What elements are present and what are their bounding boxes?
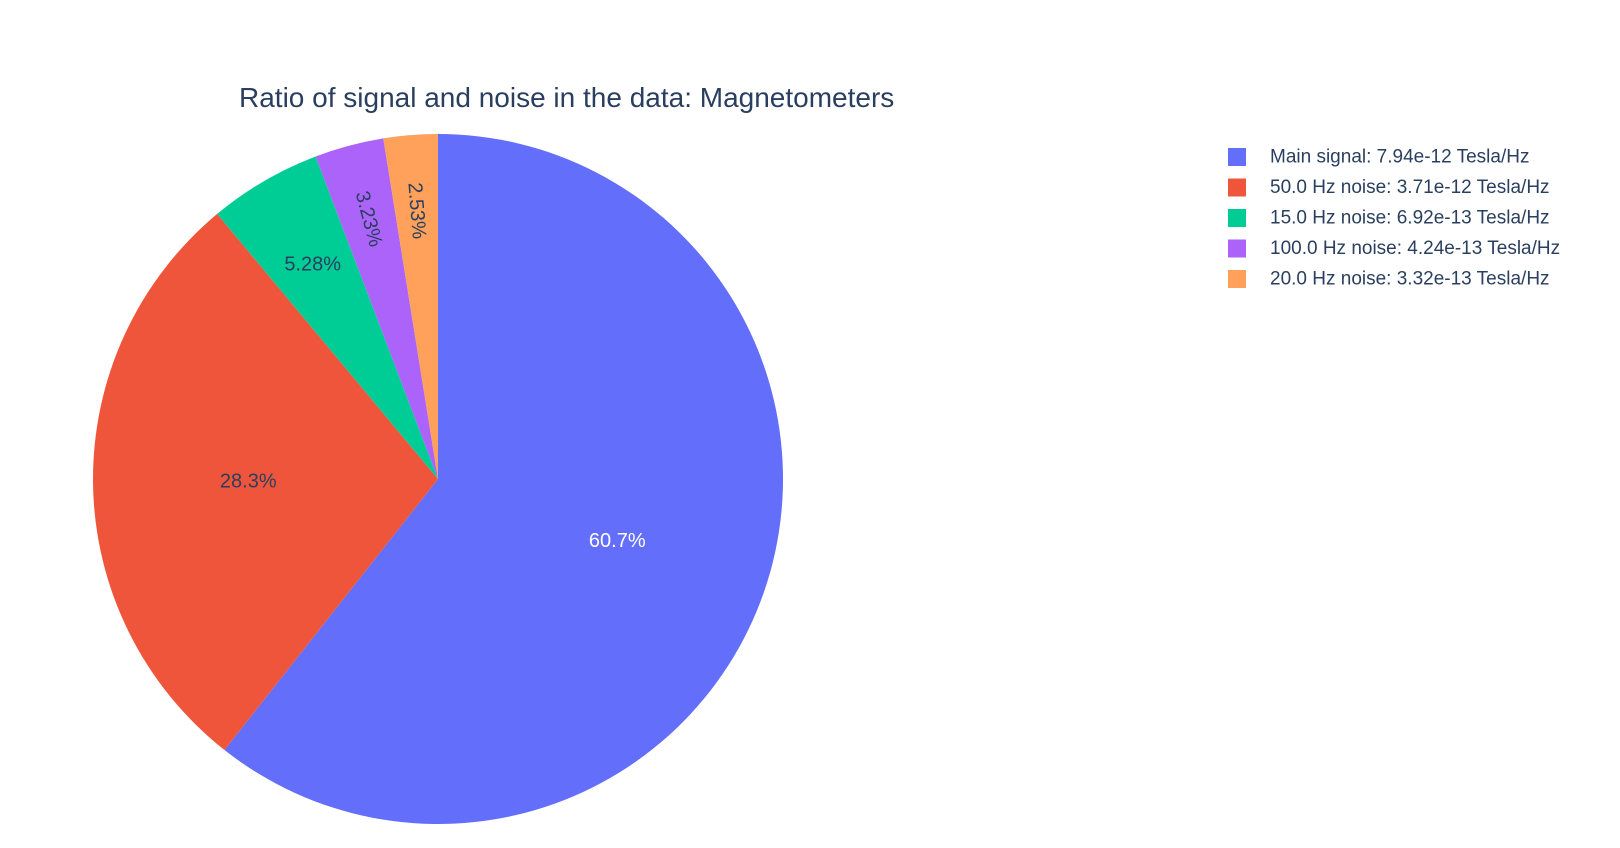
legend-item-label[interactable]: 100.0 Hz noise: 4.24e-13 Tesla/Hz	[1270, 238, 1560, 259]
legend-swatch[interactable]	[1228, 148, 1246, 166]
pie-slice-label: 28.3%	[220, 471, 277, 493]
pie-slice-label: 5.28%	[284, 254, 341, 276]
pie-slice	[315, 138, 438, 479]
pie-slice-label: 2.53%	[403, 182, 429, 240]
legend-item-label[interactable]: 15.0 Hz noise: 6.92e-13 Tesla/Hz	[1270, 208, 1550, 229]
legend-item-label[interactable]: 50.0 Hz noise: 3.71e-12 Tesla/Hz	[1270, 177, 1550, 198]
legend-swatch[interactable]	[1228, 270, 1246, 288]
legend-swatch[interactable]	[1228, 209, 1246, 227]
legend-item-label[interactable]: Main signal: 7.94e-12 Tesla/Hz	[1270, 147, 1529, 168]
legend-swatch[interactable]	[1228, 178, 1246, 197]
pie-slice	[92, 213, 438, 751]
pie-slice	[224, 134, 784, 824]
pie-slice	[383, 134, 438, 479]
pie-slice	[217, 156, 438, 480]
pie-slices	[92, 134, 784, 824]
legend-swatch[interactable]	[1228, 239, 1246, 258]
pie-slice-label: 60.7%	[589, 530, 646, 552]
legend-item-label[interactable]: 20.0 Hz noise: 3.32e-13 Tesla/Hz	[1270, 269, 1550, 290]
legend: Main signal: 7.94e-12 Tesla/Hz 50.0 Hz no…	[1228, 147, 1560, 290]
chart-title: Ratio of signal and noise in the data: M…	[239, 82, 894, 113]
